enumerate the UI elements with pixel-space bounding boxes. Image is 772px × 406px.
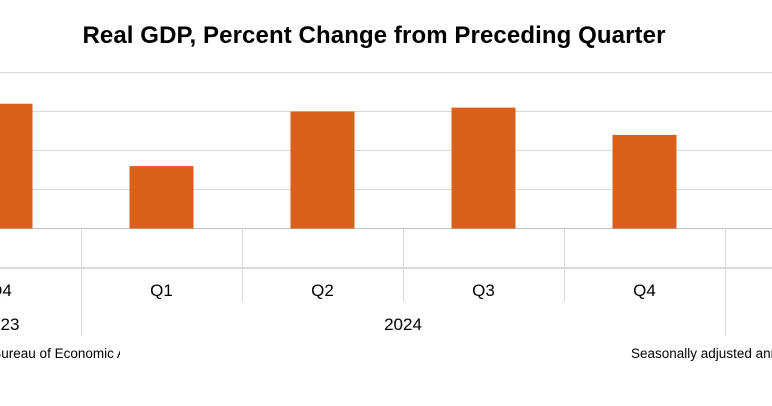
quarter-label: Q2 [311, 281, 334, 300]
year-label: 2024 [384, 315, 422, 334]
bar-q4-2024 [612, 134, 677, 229]
quarter-label: Q4 [0, 281, 12, 300]
seasonal-adjustment-note: Seasonally adjusted annual rates [631, 346, 772, 361]
bars [0, 103, 677, 229]
bar-q2-2024 [290, 111, 355, 229]
source-text: Source: Bureau of Economic Analysis [0, 346, 120, 361]
bar-q1-2024 [129, 166, 194, 229]
quarter-label: Q4 [633, 281, 656, 300]
quarter-label: Q1 [150, 281, 173, 300]
source-note: Source: Bureau of Economic Analysis [0, 346, 120, 361]
seasonal-note-text: Seasonally adjusted annual rates [631, 346, 772, 361]
bar-q4-2023 [0, 103, 33, 229]
bar-q3-2024 [451, 107, 516, 229]
gdp-bar-chart: Q4 Q1 Q2 Q3 Q4 2023 2024 [0, 72, 772, 336]
chart-title: Real GDP, Percent Change from Preceding … [82, 22, 666, 49]
gridlines [0, 72, 772, 268]
quarter-label: Q3 [472, 281, 495, 300]
year-label: 2023 [0, 315, 19, 334]
category-axis: Q4 Q1 Q2 Q3 Q4 2023 2024 [0, 228, 772, 336]
